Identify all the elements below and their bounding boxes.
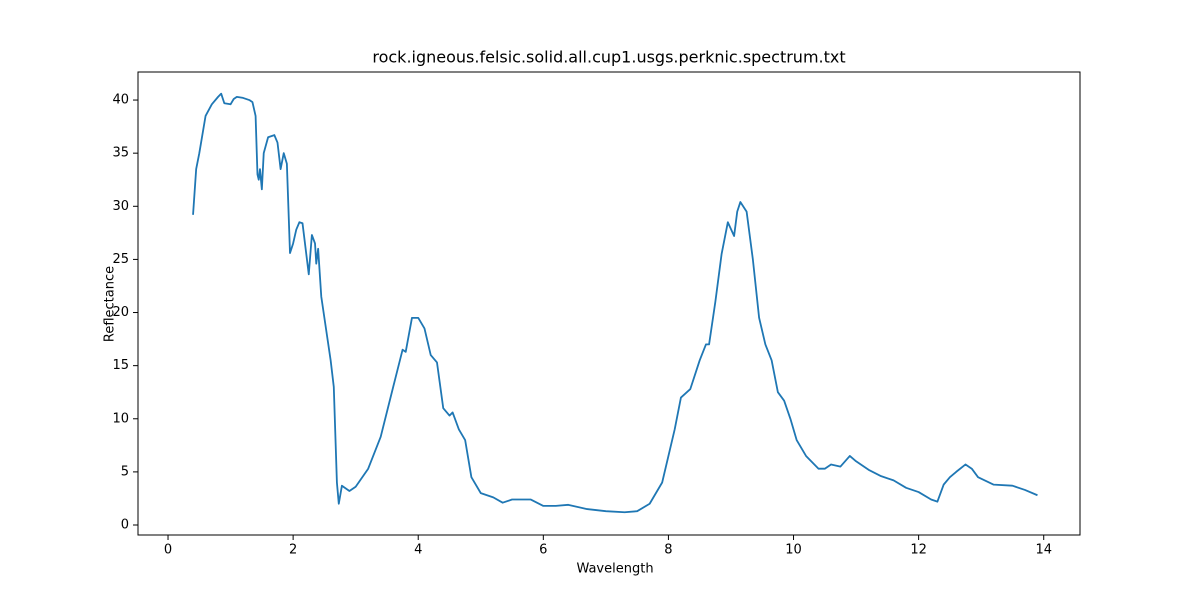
data-line — [192, 92, 1038, 514]
x-axis-label: Wavelength — [576, 562, 653, 577]
y-tick-label: 10 — [112, 411, 129, 426]
y-tick-label: 40 — [112, 93, 129, 108]
x-tick-label: 6 — [539, 543, 547, 558]
x-tick-label: 8 — [664, 543, 672, 558]
x-tick-label: 14 — [1035, 543, 1052, 558]
y-tick-label: 30 — [112, 199, 129, 214]
y-tick-label: 35 — [112, 146, 129, 161]
x-tick-label: 4 — [414, 543, 422, 558]
y-tick-label: 20 — [112, 305, 129, 320]
x-tick-label: 2 — [289, 543, 297, 558]
y-axis-label: Reflectance — [103, 266, 118, 342]
y-tick-label: 0 — [121, 518, 129, 533]
chart-title: rock.igneous.felsic.solid.all.cup1.usgs.… — [372, 48, 845, 67]
y-tick-label: 5 — [121, 464, 129, 479]
x-tick-label: 0 — [164, 543, 172, 558]
y-tick-label: 15 — [112, 358, 129, 373]
x-tick-label: 12 — [910, 543, 927, 558]
x-tick-label: 10 — [785, 543, 802, 558]
y-tick-label: 25 — [112, 252, 129, 267]
plot-frame — [137, 71, 1081, 536]
